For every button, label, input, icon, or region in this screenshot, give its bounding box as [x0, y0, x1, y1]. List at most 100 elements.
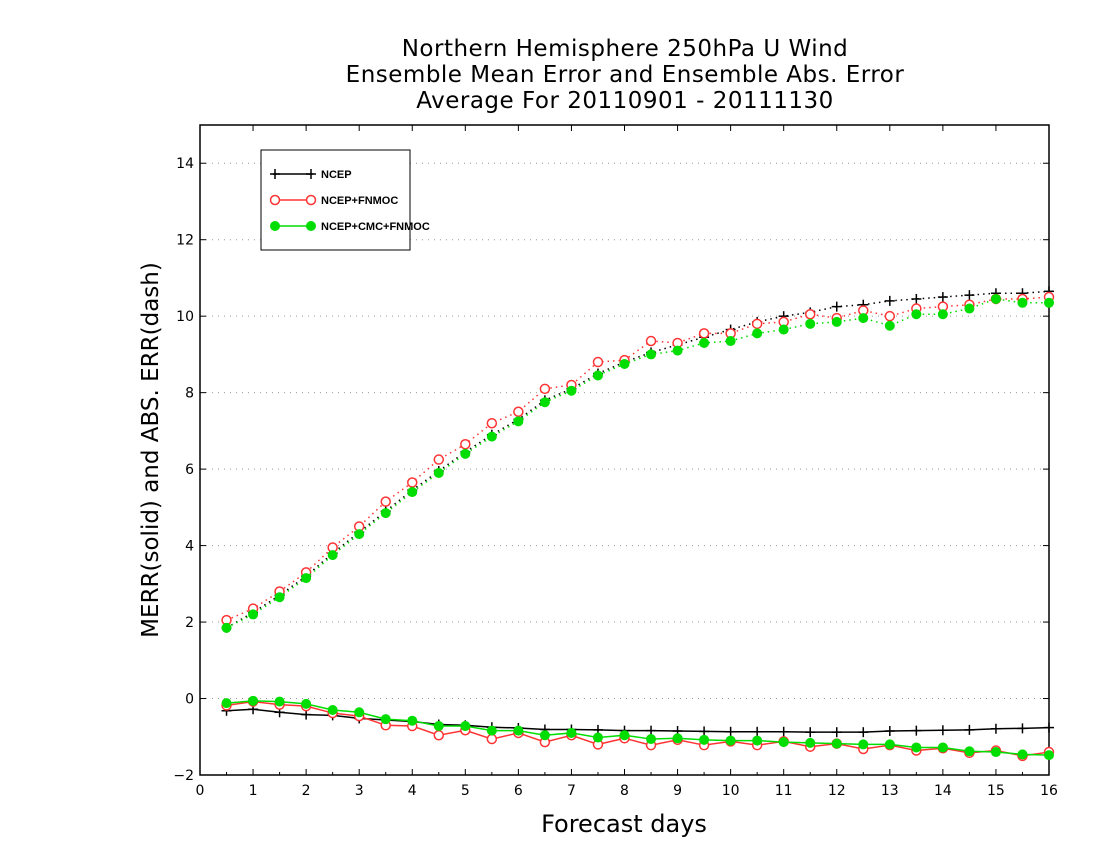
y-tick-label: 12 [176, 233, 194, 249]
ncep-abs-point [884, 295, 895, 306]
series-ncep-cmc-fnmoc [221, 293, 1054, 761]
legend: NCEP NCEP+FNMOC NCEP+CMC+FNMOC [260, 149, 430, 251]
ncep-cmc-fnmoc-merr-point [858, 739, 869, 750]
ncep-merr-point [725, 726, 736, 737]
ncep-cmc-fnmoc-merr-point [354, 707, 365, 718]
ncep-cmc-fnmoc-abs-point [725, 336, 736, 347]
ncep-cmc-fnmoc-merr-point [725, 735, 736, 746]
x-tick-label: 15 [987, 783, 1005, 799]
ncep-fnmoc-abs-point [884, 310, 896, 322]
legend-ncep-cmc-fnmoc-point [306, 221, 316, 231]
ncep-cmc-fnmoc-abs-point [831, 316, 842, 327]
legend-label: NCEP+FNMOC [321, 195, 398, 207]
legend-ncep-point [270, 169, 280, 179]
ncep-cmc-fnmoc-abs-point [274, 592, 285, 603]
ncep-cmc-fnmoc-merr-point [221, 698, 232, 709]
y-tick-label: 4 [185, 539, 194, 555]
ncep-cmc-fnmoc-abs-point [778, 324, 789, 335]
ncep-merr-point [990, 723, 1001, 734]
ncep-cmc-fnmoc-merr-point [248, 695, 259, 706]
ncep-merr-point [752, 726, 763, 737]
y-tick-label: 14 [176, 156, 194, 172]
legend-entry-ncep-cmc-fnmoc: NCEP+CMC+FNMOC [270, 221, 430, 233]
ncep-cmc-fnmoc-mean-error-line [226, 700, 1050, 756]
ncep-fnmoc-abs-point [539, 383, 551, 395]
legend-ncep-cmc-fnmoc-point [270, 221, 280, 231]
ncep-cmc-fnmoc-merr-point [619, 730, 630, 741]
ncep-merr-point [699, 726, 710, 737]
ncep-merr-point [937, 725, 948, 736]
ncep-merr-point [964, 724, 975, 735]
chart-title-line-1: Northern Hemisphere 250hPa U Wind [401, 36, 849, 62]
x-tick-label: 14 [934, 783, 952, 799]
ncep-cmc-fnmoc-abs-point [592, 370, 603, 381]
ncep-fnmoc-abs-point [751, 318, 763, 330]
legend-entry-ncep-fnmoc: NCEP+FNMOC [269, 194, 398, 207]
ncep-merr-point [805, 727, 816, 738]
ncep-fnmoc-abs-point [592, 356, 604, 368]
ncep-mean-error-line [226, 708, 1050, 733]
legend-label: NCEP [321, 169, 352, 181]
x-tick-label: 7 [567, 783, 576, 799]
ncep-cmc-fnmoc-abs-point [407, 487, 418, 498]
x-tick-label: 0 [196, 783, 205, 799]
legend-ncep-point [306, 169, 316, 179]
ncep-cmc-fnmoc-merr-point [805, 737, 816, 748]
y-tick-label: 8 [185, 386, 194, 402]
chart-title-line-3: Average For 20110901 - 20111130 [416, 88, 834, 114]
ncep-cmc-fnmoc-merr-point [990, 747, 1001, 758]
x-tick-label: 8 [620, 783, 629, 799]
ncep-abs-error-line [226, 290, 1050, 629]
ncep-cmc-fnmoc-merr-point [274, 696, 285, 707]
ncep-cmc-fnmoc-abs-point [301, 573, 312, 584]
legend-ncep-fnmoc-point [269, 194, 281, 206]
legend-ncep-fnmoc-point [305, 194, 317, 206]
y-tick-label: 0 [185, 692, 194, 708]
series-layer [221, 286, 1055, 762]
ncep-cmc-fnmoc-abs-point [858, 313, 869, 324]
legend-entry-ncep: NCEP [270, 169, 352, 181]
ncep-cmc-fnmoc-merr-point [937, 742, 948, 753]
ncep-abs-point [831, 301, 842, 312]
x-tick-label: 12 [828, 783, 846, 799]
y-tick-label: 10 [176, 309, 194, 325]
ncep-fnmoc-abs-error-line [226, 296, 1050, 621]
ncep-cmc-fnmoc-merr-point [486, 725, 497, 736]
x-tick-label: 4 [408, 783, 417, 799]
ncep-fnmoc-abs-point [513, 406, 524, 418]
ncep-cmc-fnmoc-merr-point [513, 725, 524, 736]
ncep-cmc-fnmoc-abs-point [433, 467, 444, 478]
ncep-cmc-fnmoc-abs-point [672, 345, 683, 356]
ncep-cmc-fnmoc-abs-error-line [226, 298, 1049, 629]
series-ncep [221, 286, 1054, 738]
ncep-cmc-fnmoc-abs-point [513, 416, 524, 427]
ncep-merr-point [911, 725, 922, 736]
ncep-fnmoc-abs-point [460, 439, 471, 450]
ncep-cmc-fnmoc-merr-point [778, 737, 789, 748]
ncep-cmc-fnmoc-merr-point [911, 742, 922, 753]
ncep-fnmoc-abs-point [407, 477, 418, 488]
ncep-cmc-fnmoc-merr-point [699, 734, 710, 745]
x-tick-label: 5 [461, 783, 470, 799]
ncep-cmc-fnmoc-abs-point [752, 328, 763, 339]
ncep-cmc-fnmoc-merr-point [433, 721, 444, 732]
ncep-cmc-fnmoc-merr-point [327, 705, 338, 715]
ncep-cmc-fnmoc-merr-point [301, 698, 312, 709]
ncep-cmc-fnmoc-abs-point [884, 320, 895, 331]
ncep-cmc-fnmoc-abs-point [327, 550, 338, 561]
y-axis-label: MERR(solid) and ABS. ERR(dash) [138, 262, 164, 638]
ncep-merr-point [884, 726, 895, 737]
ncep-cmc-fnmoc-merr-point [646, 734, 657, 745]
ncep-fnmoc-merr-point [433, 729, 445, 741]
x-tick-label: 16 [1040, 783, 1058, 799]
y-tick-label: 2 [185, 615, 194, 631]
ncep-merr-point [1044, 722, 1054, 733]
ncep-cmc-fnmoc-abs-point [805, 318, 816, 329]
ncep-merr-point [831, 727, 842, 738]
ncep-fnmoc-abs-point [433, 454, 445, 465]
ncep-cmc-fnmoc-merr-point [380, 714, 391, 725]
legend-label: NCEP+CMC+FNMOC [321, 221, 430, 233]
y-tick-label: −2 [173, 768, 194, 784]
ncep-cmc-fnmoc-abs-point [566, 385, 577, 396]
